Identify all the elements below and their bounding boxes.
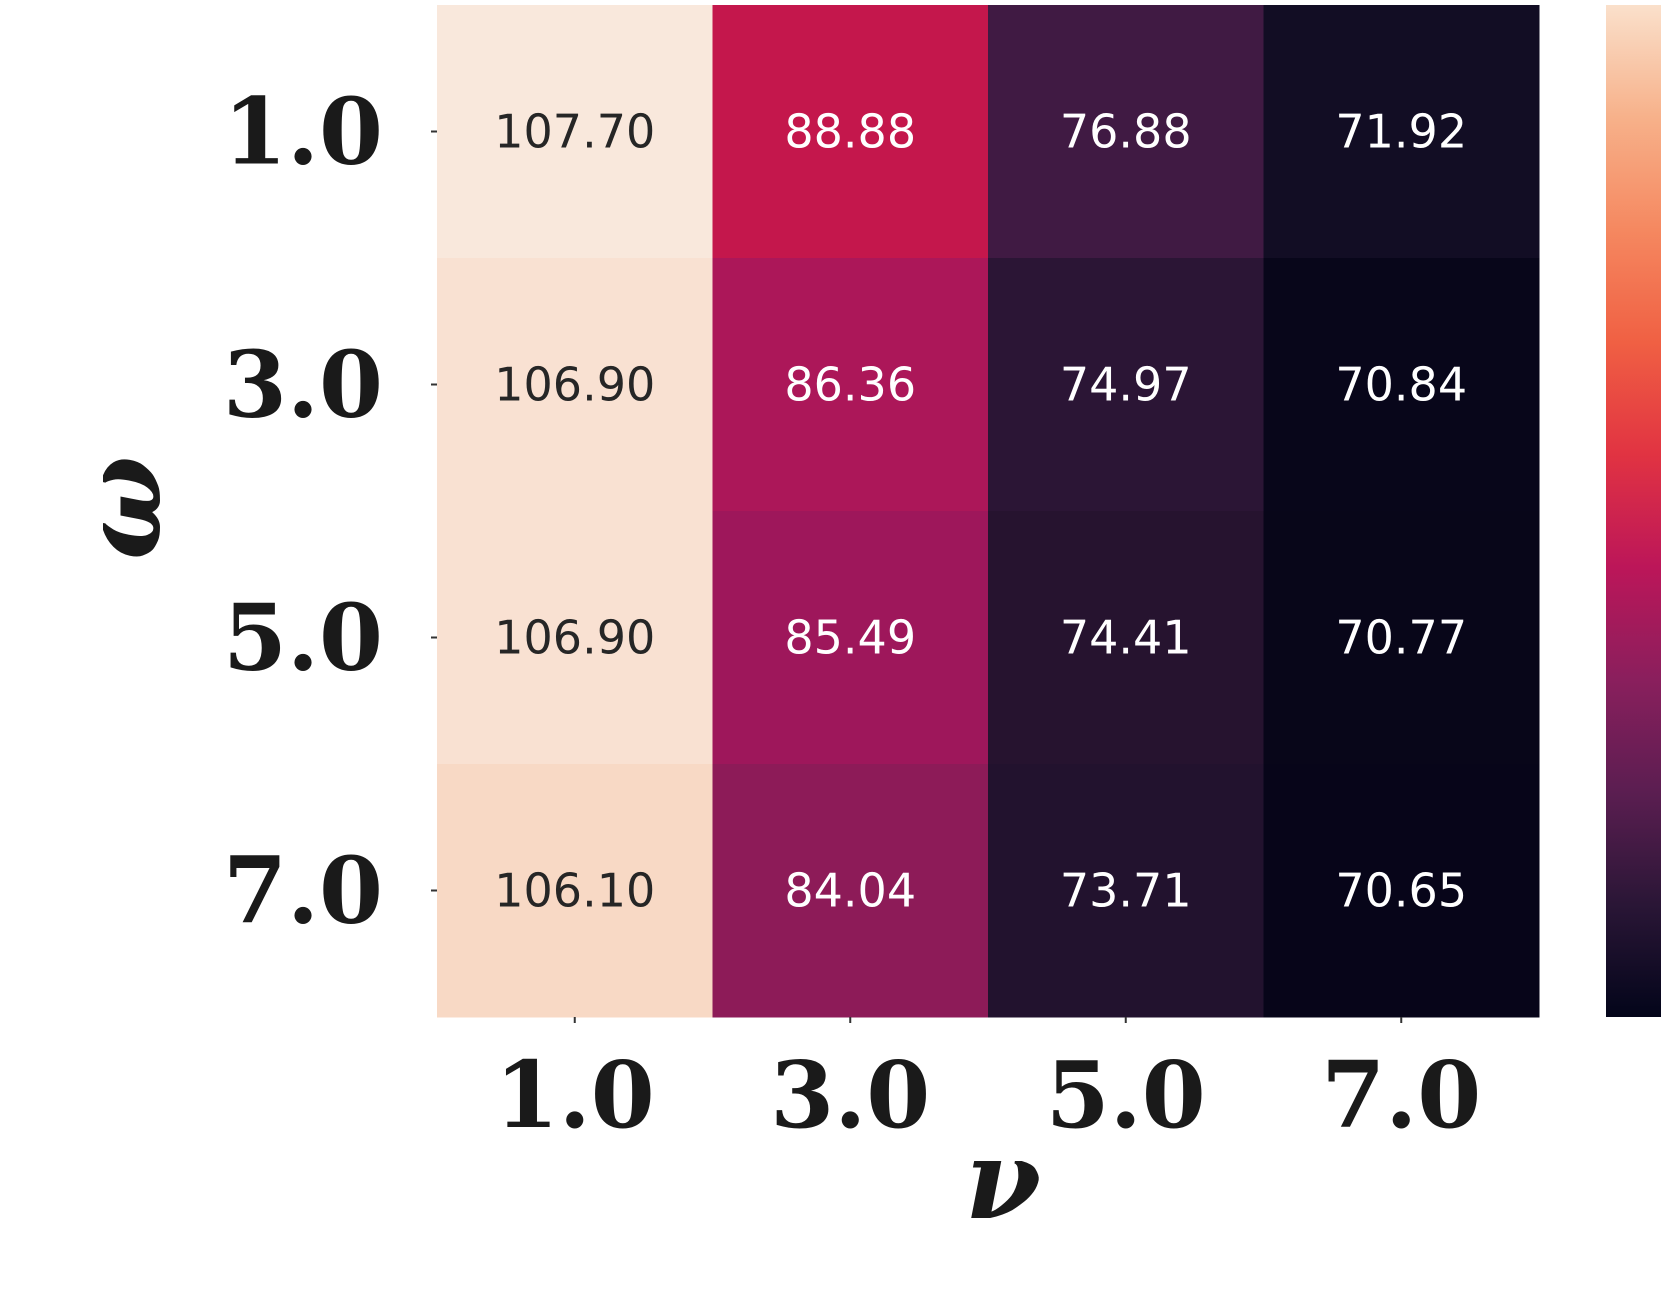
heatmap-cell <box>1263 764 1540 1018</box>
heatmap-cell <box>437 5 713 259</box>
heatmap-value-label: 88.88 <box>784 105 916 159</box>
heatmap-value-label: 106.10 <box>494 864 655 918</box>
y-tick-label: 5.0 <box>223 584 383 692</box>
heatmap-cells <box>437 5 1540 1018</box>
heatmap-cell <box>1263 511 1540 765</box>
heatmap-cell <box>988 511 1264 765</box>
x-tick-label: 7.0 <box>1321 1041 1481 1149</box>
heatmap-value-label: 70.65 <box>1335 864 1467 918</box>
heatmap-value-label: 70.84 <box>1335 358 1467 412</box>
heatmap-cell <box>712 764 989 1018</box>
heatmap-value-label: 107.70 <box>494 105 655 159</box>
heatmap-cell <box>437 764 713 1018</box>
heatmap-value-label: 70.77 <box>1335 611 1467 665</box>
heatmap-cell <box>712 5 989 259</box>
y-axis-ticks: 1.0 3.0 5.0 7.0 <box>223 78 437 945</box>
x-tick-label: 3.0 <box>770 1041 930 1149</box>
heatmap-value-label: 74.41 <box>1060 611 1192 665</box>
heatmap-value-label: 106.90 <box>494 358 655 412</box>
x-tick-label: 1.0 <box>495 1041 655 1149</box>
heatmap-value-label: 106.90 <box>494 611 655 665</box>
heatmap-cell <box>1263 5 1540 259</box>
heatmap-cell <box>437 511 713 765</box>
x-axis-label: ν <box>965 1115 1041 1244</box>
heatmap-value-labels: 107.70 88.88 76.88 71.92 106.90 86.36 74.97 70.… <box>494 105 1467 918</box>
x-axis-ticks: 1.0 3.0 5.0 7.0 <box>495 1017 1481 1149</box>
heatmap-cell <box>712 258 989 512</box>
heatmap-value-label: 84.04 <box>784 864 916 918</box>
y-tick-label: 1.0 <box>223 78 383 186</box>
colorbar <box>1606 5 1661 1017</box>
y-tick-label: 3.0 <box>223 331 383 439</box>
y-axis-label: ω <box>57 456 186 561</box>
heatmap-value-label: 73.71 <box>1060 864 1192 918</box>
heatmap-cell <box>712 511 989 765</box>
colorbar-gradient <box>1606 5 1661 1017</box>
heatmap-cell <box>988 5 1264 259</box>
heatmap-value-label: 76.88 <box>1060 105 1192 159</box>
heatmap-cell <box>988 764 1264 1018</box>
y-tick-label: 7.0 <box>223 837 383 945</box>
heatmap-value-label: 74.97 <box>1060 358 1192 412</box>
heatmap-cell <box>437 258 713 512</box>
heatmap-cell <box>1263 258 1540 512</box>
heatmap-value-label: 86.36 <box>784 358 916 412</box>
x-tick-label: 5.0 <box>1046 1041 1206 1149</box>
heatmap-value-label: 85.49 <box>784 611 916 665</box>
heatmap-cell <box>988 258 1264 512</box>
heatmap-value-label: 71.92 <box>1335 105 1467 159</box>
